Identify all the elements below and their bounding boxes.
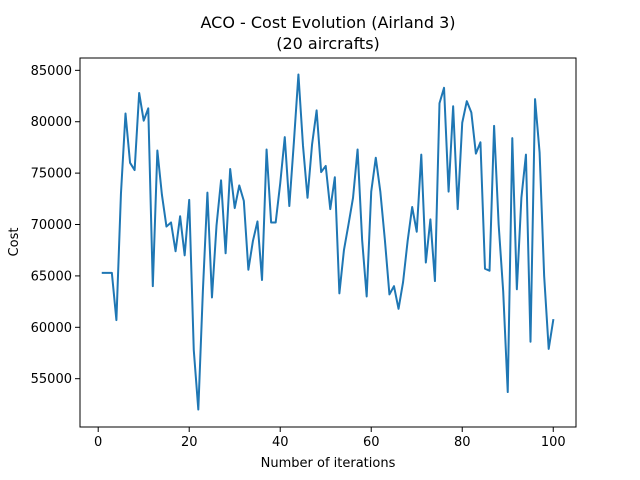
x-tick-label: 60	[363, 435, 380, 450]
x-tick-label: 40	[272, 435, 289, 450]
chart-subtitle: (20 aircrafts)	[276, 34, 380, 53]
y-tick-label: 70000	[31, 218, 72, 233]
y-tick-label: 80000	[31, 115, 72, 130]
x-tick-label: 80	[454, 435, 471, 450]
cost-series-line	[101, 73, 555, 411]
x-axis-label: Number of iterations	[261, 456, 396, 471]
y-tick-label: 60000	[31, 321, 72, 336]
y-tick-label: 85000	[31, 64, 72, 79]
x-tick-label: 0	[94, 435, 102, 450]
y-tick-label: 55000	[31, 372, 72, 387]
y-tick-label: 65000	[31, 269, 72, 284]
x-tick-label: 100	[541, 435, 566, 450]
plot-frame	[79, 57, 577, 428]
y-axis-ticks: 55000 60000 65000 70000 75000 80000 85000	[31, 64, 80, 387]
y-tick-label: 75000	[31, 167, 72, 182]
chart-title: ACO - Cost Evolution (Airland 3)	[201, 13, 456, 32]
plot-area	[79, 57, 577, 428]
y-axis-label: Cost	[7, 228, 22, 257]
x-tick-label: 20	[181, 435, 198, 450]
x-axis-ticks: 0 20 40 60 80 100	[94, 427, 566, 450]
